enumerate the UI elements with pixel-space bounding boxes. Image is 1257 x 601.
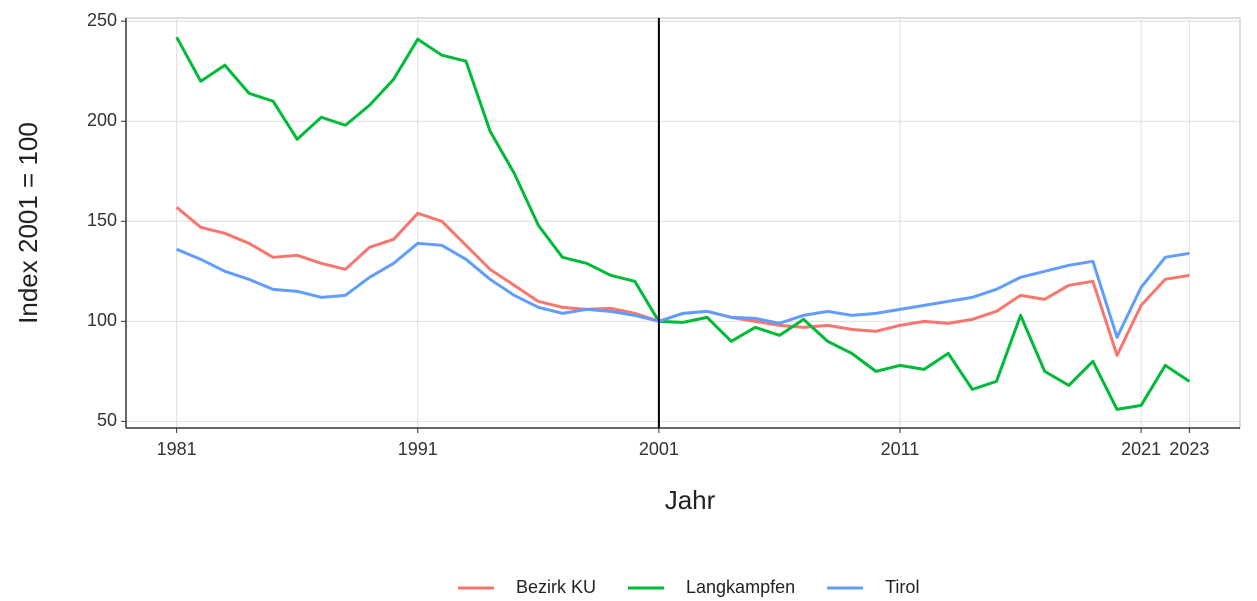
y-tick-label: 250 (87, 10, 117, 30)
x-tick-label: 2023 (1169, 439, 1209, 459)
y-tick-label: 200 (87, 110, 117, 130)
legend-label: Tirol (885, 577, 919, 597)
x-tick-label: 2021 (1121, 439, 1161, 459)
x-tick-label: 1981 (157, 439, 197, 459)
series-line (175, 36, 1191, 411)
x-tick-label: 2011 (881, 439, 920, 459)
x-tick-label: 2001 (639, 439, 679, 459)
legend-label: Bezirk KU (516, 577, 596, 597)
legend: Bezirk KU Langkampfen Tirol (458, 577, 919, 597)
x-axis-title: Jahr (665, 485, 716, 515)
y-tick-label: 150 (87, 210, 117, 230)
legend-label: Langkampfen (686, 577, 795, 597)
y-tick-label: 100 (87, 310, 117, 330)
y-axis-title: Index 2001 = 100 (13, 122, 43, 324)
y-tick-label: 50 (97, 410, 117, 430)
plot-panel (125, 17, 1241, 429)
x-tick-label: 1991 (398, 439, 438, 459)
series-line (176, 241, 1190, 339)
